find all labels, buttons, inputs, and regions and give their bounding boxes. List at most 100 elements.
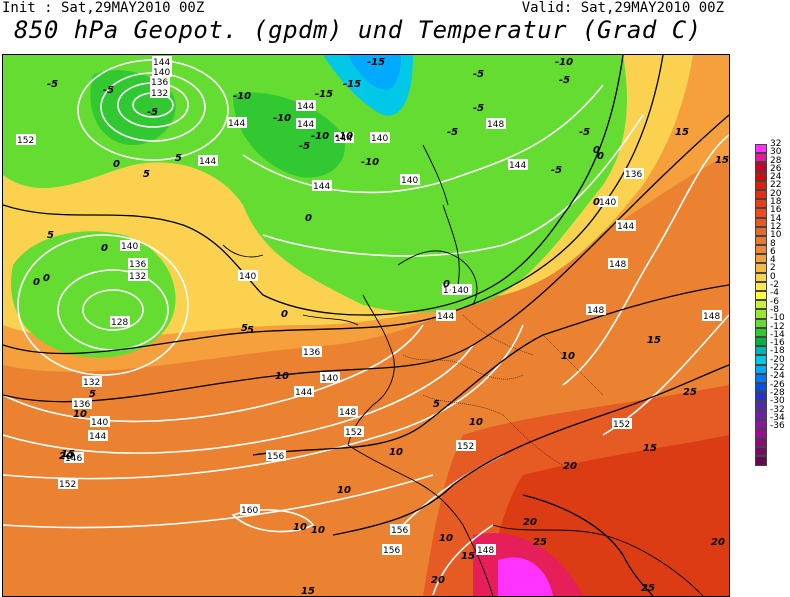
geo-label-box: [294, 386, 314, 397]
legend-label: 8: [770, 238, 776, 249]
temp-field-peak: [498, 557, 553, 596]
legend-swatch: [755, 291, 767, 301]
legend-swatch: [755, 281, 767, 291]
legend-label: 2: [770, 263, 776, 274]
temp-label: 5: [241, 323, 248, 334]
geo-label-box: [266, 450, 286, 461]
legend-swatch: [755, 199, 767, 209]
geo-label: 148: [477, 546, 494, 556]
legend-label: 20: [770, 188, 782, 199]
temp-field-darkgreen-2: [233, 92, 345, 178]
geo-label: 148: [487, 120, 504, 130]
legend-label: -32: [770, 404, 785, 415]
geo-label: 136: [129, 260, 146, 270]
temp-label: 0: [443, 279, 450, 290]
geo-label-box: [152, 66, 172, 77]
legend-label: -22: [770, 363, 785, 374]
temp-label: 10: [337, 485, 351, 496]
geo-label-box: [616, 220, 636, 231]
legend-swatch: [755, 392, 767, 402]
legend-label: -34: [770, 412, 785, 423]
geo-label-box: [370, 132, 390, 143]
temp-label: -10: [361, 157, 379, 168]
geo-label-box: [320, 372, 340, 383]
legend-label: 0: [770, 271, 776, 282]
geo-label-box: [390, 524, 410, 535]
temp-label: -10: [273, 113, 291, 124]
temp-label: -10: [233, 91, 251, 102]
legend-swatch: [755, 447, 767, 457]
geo-label: 136: [303, 348, 320, 358]
legend-swatch: [755, 235, 767, 246]
geo-label-box: [702, 310, 722, 321]
legend-label: -30: [770, 396, 785, 407]
legend-label: -28: [770, 387, 785, 398]
temp-label: 15: [301, 586, 315, 596]
geo-label: 1·140: [443, 286, 469, 296]
geo-label: 140: [321, 374, 338, 384]
temp-label: 0: [43, 273, 50, 284]
geo-label: 140: [239, 272, 256, 282]
temp-label: 10: [275, 371, 289, 382]
geo-label-box: [608, 258, 628, 269]
temp-label: 20: [59, 451, 73, 462]
temp-label: 0: [101, 243, 108, 254]
legend-swatch: [755, 419, 767, 429]
geo-label: 144: [297, 120, 314, 130]
geo-label-box: [72, 398, 92, 409]
geo-label: 144: [509, 161, 526, 171]
geo-label: 144: [199, 157, 216, 167]
geo-label: 132: [129, 272, 146, 282]
geo-label-box: [338, 406, 358, 417]
geo-label-box: [508, 159, 528, 170]
geo-label-box: [400, 174, 420, 185]
geo-label: 160: [241, 506, 258, 516]
geo-label-box: [586, 304, 606, 315]
coastlines: [222, 144, 704, 596]
temp-label: 5: [47, 230, 54, 241]
geo-label-box: [312, 180, 332, 191]
legend-swatch: [755, 309, 767, 319]
legend-swatch: [755, 364, 767, 374]
map-svg: 144 140 136 132 152 144 144 144 144 140 …: [3, 55, 729, 596]
geo-label: 148: [339, 408, 356, 418]
temp-label: -15: [315, 89, 333, 100]
legend-label: 14: [770, 213, 782, 224]
geo-label: 144: [335, 134, 352, 144]
geo-label: 136: [73, 400, 90, 410]
legend-label: 16: [770, 205, 782, 216]
legend-swatch: [755, 171, 767, 181]
geo-label: 152: [345, 428, 362, 438]
legend-swatch: [755, 217, 767, 227]
geo-label-box: [198, 155, 218, 166]
geo-label-box: [476, 544, 496, 555]
temp-label: -5: [559, 75, 570, 86]
temp-label: 5: [433, 399, 440, 410]
geo-label-box: [382, 544, 402, 555]
geo-label-box: [110, 316, 130, 327]
temp-label: 15: [675, 127, 689, 138]
temp-label: 15: [715, 155, 729, 166]
temp-label: 15: [643, 443, 657, 454]
geo-label: 136: [625, 170, 642, 180]
geo-label: 128: [111, 318, 128, 328]
temp-label: -5: [147, 107, 158, 118]
geo-label-box: [486, 118, 506, 129]
geo-label: 140: [371, 134, 388, 144]
legend-label: 26: [770, 163, 782, 174]
temp-label: 20: [563, 461, 577, 472]
temp-label: -5: [47, 79, 58, 90]
temperature-contours: [3, 55, 729, 596]
temp-label: 0: [113, 159, 120, 170]
legend-label: -12: [770, 321, 785, 332]
geo-label-box: [612, 418, 632, 429]
color-scale-legend: [755, 144, 767, 466]
legend-swatch: [755, 162, 767, 172]
temp-label: 0: [305, 213, 312, 224]
geo-label: 156: [383, 546, 400, 556]
temp-label: 20: [431, 575, 445, 586]
geo-label-box: [58, 478, 78, 489]
legend-label: 30: [770, 147, 782, 158]
legend-swatch: [755, 263, 767, 273]
temp-label: -5: [447, 127, 458, 138]
